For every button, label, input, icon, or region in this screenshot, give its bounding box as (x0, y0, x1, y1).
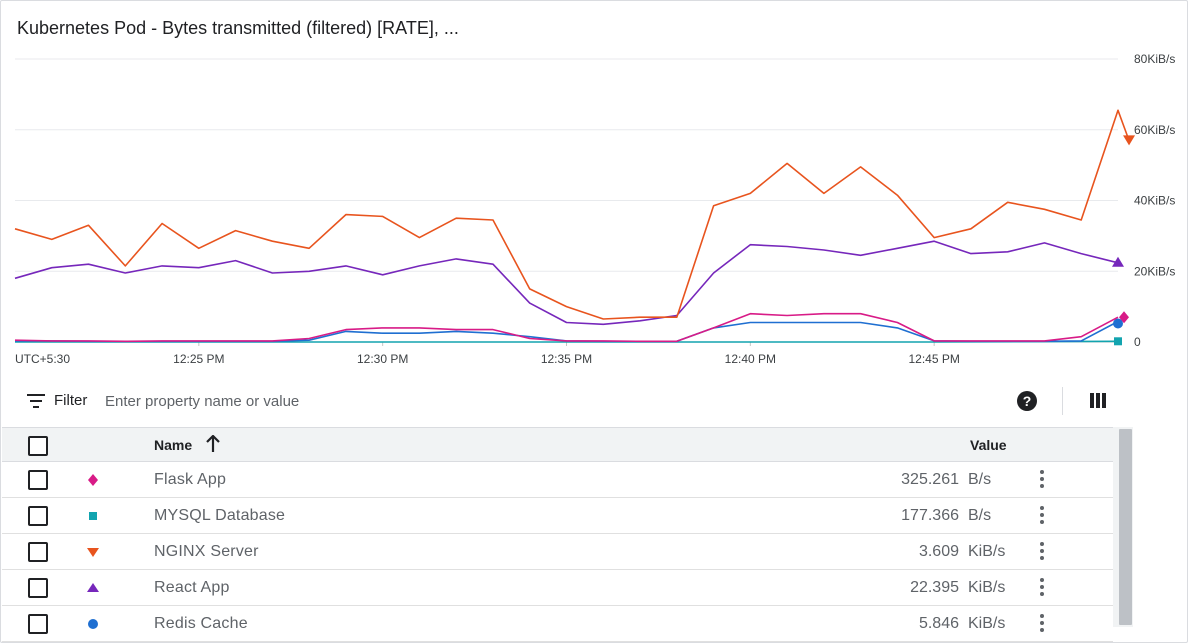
y-tick-label: 60KiB/s (1134, 123, 1175, 137)
table-row[interactable]: Flask App 325.261 B/s (2, 462, 1113, 498)
row-name: NGINX Server (154, 543, 259, 560)
select-all-checkbox[interactable] (28, 436, 48, 456)
row-value: 325.261 (901, 471, 959, 488)
help-icon[interactable]: ? (1017, 391, 1037, 411)
column-settings-icon[interactable] (1090, 393, 1106, 408)
series-end-marker-mysql-database (1114, 337, 1122, 346)
sort-ascending-icon[interactable] (205, 435, 221, 453)
row-more-icon[interactable] (1038, 506, 1046, 526)
filter-icon[interactable] (27, 394, 45, 408)
row-unit: B/s (968, 507, 992, 524)
legend-triangle-down-icon (87, 548, 99, 557)
chart-title: Kubernetes Pod - Bytes transmitted (filt… (17, 18, 459, 38)
row-more-icon[interactable] (1038, 542, 1046, 562)
series-end-marker-redis-cache (1113, 318, 1123, 329)
row-value: 3.609 (918, 543, 959, 560)
row-more-icon[interactable] (1038, 578, 1046, 598)
filter-input[interactable] (105, 387, 705, 415)
row-more-icon[interactable] (1038, 470, 1046, 490)
row-checkbox[interactable] (28, 506, 48, 526)
row-checkbox[interactable] (28, 542, 48, 562)
legend-diamond-icon (88, 474, 98, 486)
legend-square-icon (89, 512, 97, 520)
table-row[interactable]: NGINX Server 3.609 KiB/s (2, 534, 1113, 570)
header-value[interactable]: Value (970, 437, 1007, 453)
row-checkbox[interactable] (28, 614, 48, 634)
row-name: MYSQL Database (154, 507, 286, 524)
scrollbar-thumb[interactable] (1119, 429, 1132, 625)
series-line-flask-app (14, 312, 1119, 343)
header-name[interactable]: Name (154, 437, 193, 453)
row-unit: KiB/s (968, 543, 1006, 560)
line-chart[interactable]: 0 20KiB/s 40KiB/s 60KiB/s 80KiB/s UTC+5:30 12:… (1, 41, 1188, 371)
y-tick-label: 20KiB/s (1134, 264, 1175, 278)
y-tick-label: 80KiB/s (1134, 52, 1175, 66)
y-tick-label: 0 (1134, 335, 1141, 349)
x-tick-label: 12:45 PM (908, 352, 959, 366)
table-row[interactable]: Redis Cache 5.846 KiB/s (2, 606, 1113, 642)
row-unit: B/s (968, 471, 992, 488)
series-line-redis-cache (15, 320, 1119, 343)
series-end-marker-flask-app (1119, 311, 1129, 324)
row-value: 5.846 (918, 615, 959, 632)
table-row[interactable]: React App 22.395 KiB/s (2, 570, 1113, 606)
toolbar-divider (1062, 387, 1063, 415)
x-tick-label: 12:25 PM (173, 352, 224, 366)
series-end-marker-nginx-server (1123, 135, 1136, 146)
legend-circle-icon (88, 619, 98, 629)
x-tick-label: 12:40 PM (725, 352, 776, 366)
x-tick-label: 12:35 PM (541, 352, 592, 366)
row-value: 177.366 (901, 507, 959, 524)
y-tick-label: 40KiB/s (1134, 194, 1175, 208)
row-more-icon[interactable] (1038, 614, 1046, 634)
legend-triangle-up-icon (87, 583, 99, 592)
row-checkbox[interactable] (28, 470, 48, 490)
series-line-react-app (14, 240, 1119, 326)
row-checkbox[interactable] (28, 578, 48, 598)
legend-table: Name Value Flask App 325.261 B/s MYSQL Data… (2, 427, 1113, 642)
row-unit: KiB/s (968, 615, 1006, 632)
table-row[interactable]: MYSQL Database 177.366 B/s (2, 498, 1113, 534)
row-unit: KiB/s (968, 579, 1006, 596)
series-line-nginx-server (14, 109, 1130, 320)
row-name: Redis Cache (154, 615, 248, 632)
table-header: Name Value (2, 427, 1113, 462)
filter-label[interactable]: Filter (54, 392, 88, 409)
row-value: 22.395 (910, 579, 959, 596)
series-end-marker-react-app (1112, 256, 1124, 267)
x-axis-timezone-label: UTC+5:30 (15, 352, 70, 366)
row-name: Flask App (154, 471, 227, 488)
filter-bar: Filter ? (15, 377, 1133, 425)
x-tick-label: 12:30 PM (357, 352, 408, 366)
row-name: React App (154, 579, 230, 596)
